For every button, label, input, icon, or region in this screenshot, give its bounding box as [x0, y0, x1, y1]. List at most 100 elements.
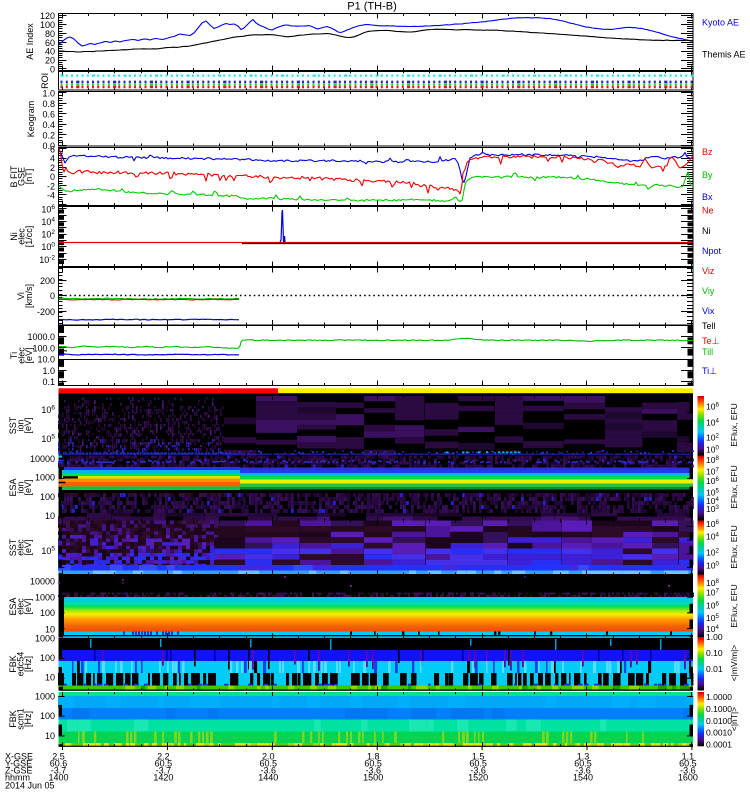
svg-text:1.3: 1.3: [577, 752, 590, 762]
svg-text:0: 0: [50, 291, 55, 301]
svg-text:-3.7: -3.7: [156, 766, 172, 776]
svg-text:102: 102: [41, 229, 55, 240]
svg-text:105: 105: [706, 613, 719, 623]
svg-text:Y-GSE: Y-GSE: [5, 759, 32, 769]
svg-text:0.0: 0.0: [42, 141, 55, 151]
svg-text:60: 60: [45, 38, 55, 48]
svg-text:0: 0: [50, 65, 55, 75]
svg-text:107: 107: [706, 588, 719, 598]
svg-text:106: 106: [706, 519, 719, 529]
svg-text:-200: -200: [37, 307, 55, 317]
svg-text:0.8: 0.8: [42, 99, 55, 109]
svg-text:1.8: 1.8: [367, 752, 380, 762]
svg-text:104: 104: [706, 532, 719, 542]
svg-text:Npot: Npot: [702, 246, 722, 256]
svg-text:60.6: 60.6: [50, 759, 68, 769]
svg-text:Ni: Ni: [9, 232, 19, 241]
svg-text:106: 106: [706, 476, 719, 486]
svg-text:100: 100: [40, 711, 55, 721]
svg-text:10000: 10000: [30, 577, 55, 587]
svg-text:-3.6: -3.6: [680, 766, 696, 776]
svg-text:102: 102: [706, 432, 719, 442]
svg-text:ion: ion: [16, 481, 26, 493]
svg-text:10: 10: [45, 625, 55, 635]
svg-text:Viy: Viy: [702, 286, 715, 296]
svg-text:EFlux, EFU: EFlux, EFU: [729, 584, 739, 627]
svg-text:hhmm: hhmm: [5, 773, 30, 783]
svg-text:1540: 1540: [573, 773, 593, 783]
svg-text:100: 100: [40, 20, 55, 30]
svg-text:10.0: 10.0: [37, 355, 55, 365]
svg-text:60.5: 60.5: [364, 759, 382, 769]
svg-text:elec: elec: [16, 598, 26, 615]
svg-text:[nT]: [nT]: [24, 169, 34, 185]
svg-text:6: 6: [50, 145, 55, 155]
svg-text:0.0100: 0.0100: [706, 716, 732, 726]
svg-text:edc54: edc54: [16, 652, 26, 677]
svg-text:Themis AE: Themis AE: [702, 50, 746, 60]
svg-text:-3.6: -3.6: [365, 766, 381, 776]
svg-text:1420: 1420: [153, 773, 173, 783]
svg-text:102: 102: [706, 548, 719, 558]
svg-text:100: 100: [40, 608, 55, 618]
svg-text:2.2: 2.2: [157, 752, 170, 762]
svg-text:EFlux, EFU: EFlux, EFU: [729, 465, 739, 508]
svg-text:200: 200: [40, 276, 55, 286]
svg-text:1.0: 1.0: [42, 366, 55, 376]
svg-text:Keogram: Keogram: [26, 101, 36, 138]
svg-text:106: 106: [706, 402, 719, 412]
svg-text:10-2: 10-2: [39, 254, 55, 265]
svg-text:Ti⊥: Ti⊥: [702, 366, 717, 376]
svg-text:-3.6: -3.6: [261, 766, 277, 776]
svg-text:104: 104: [706, 496, 719, 506]
svg-text:SST: SST: [8, 538, 18, 556]
svg-text:Till: Till: [702, 347, 713, 357]
svg-text:Ne: Ne: [702, 206, 714, 216]
svg-text:120: 120: [40, 11, 55, 21]
svg-text:100: 100: [706, 561, 719, 571]
svg-text:ROI: ROI: [40, 73, 50, 89]
svg-text:1440: 1440: [258, 773, 278, 783]
svg-text:0.1000: 0.1000: [706, 704, 732, 714]
svg-text:0.6: 0.6: [42, 109, 55, 119]
svg-text:100.0: 100.0: [32, 343, 55, 353]
svg-text:B FIT: B FIT: [9, 165, 19, 188]
svg-text:60.5: 60.5: [260, 759, 278, 769]
svg-text:ion: ion: [16, 419, 26, 431]
svg-text:100: 100: [706, 445, 719, 455]
svg-text:<|mV/m|>: <|mV/m|>: [729, 645, 739, 682]
svg-text:1.1: 1.1: [682, 752, 695, 762]
svg-text:Tell: Tell: [702, 321, 716, 331]
svg-text:Viz: Viz: [702, 266, 715, 276]
svg-text:60.5: 60.5: [574, 759, 592, 769]
svg-text:elec: elec: [17, 228, 27, 245]
svg-text:<|nT|>: <|nT|>: [729, 707, 739, 731]
svg-text:104: 104: [706, 624, 719, 634]
svg-text:0.1: 0.1: [42, 377, 55, 387]
svg-text:10: 10: [45, 673, 55, 683]
svg-text:105: 105: [41, 545, 55, 556]
svg-text:108: 108: [706, 455, 719, 465]
svg-text:Z-GSE: Z-GSE: [5, 766, 33, 776]
svg-text:Te⊥: Te⊥: [702, 336, 720, 346]
svg-text:2: 2: [50, 163, 55, 173]
svg-text:104: 104: [706, 417, 719, 427]
svg-text:1000: 1000: [35, 692, 55, 702]
svg-text:106: 106: [41, 405, 55, 416]
svg-text:Bz: Bz: [702, 147, 713, 157]
svg-text:-3.6: -3.6: [470, 766, 486, 776]
svg-text:106: 106: [41, 204, 55, 215]
svg-text:105: 105: [706, 487, 719, 497]
svg-text:10: 10: [45, 511, 55, 521]
svg-text:Ti: Ti: [9, 352, 19, 359]
svg-text:100: 100: [40, 492, 55, 502]
svg-text:[eV]: [eV]: [23, 598, 33, 614]
svg-text:0.0010: 0.0010: [706, 728, 732, 738]
svg-text:60.5: 60.5: [155, 759, 173, 769]
svg-text:1.0: 1.0: [42, 88, 55, 98]
svg-text:100: 100: [41, 242, 55, 253]
svg-text:EFlux, EFU: EFlux, EFU: [729, 403, 739, 446]
svg-text:1500: 1500: [363, 773, 383, 783]
svg-text:Bx: Bx: [702, 192, 713, 202]
svg-text:-4: -4: [47, 191, 55, 201]
